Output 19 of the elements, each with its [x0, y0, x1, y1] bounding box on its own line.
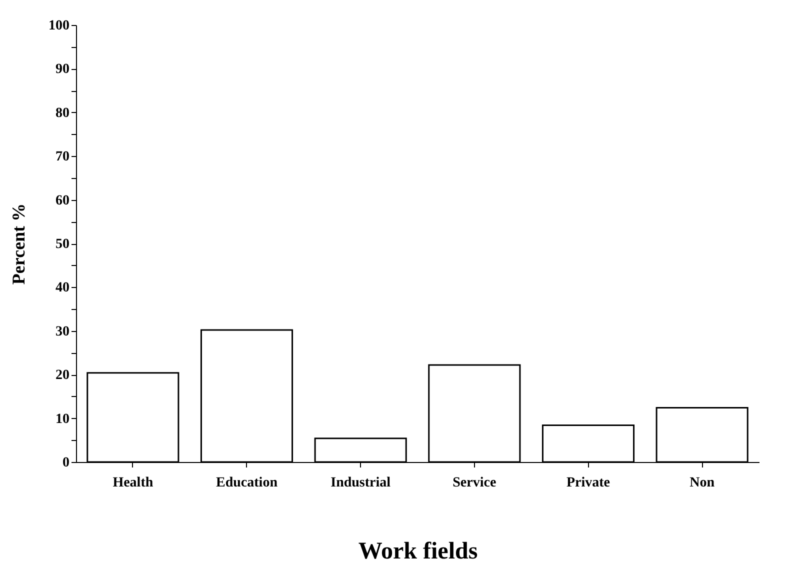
x-tick-label: Private [566, 476, 610, 490]
y-tick-label: 0 [62, 456, 70, 470]
y-tick-label: 40 [56, 280, 70, 296]
x-tick-label: Education [216, 476, 278, 490]
y-tick-label: 50 [56, 237, 70, 252]
x-tick-label: Industrial [330, 476, 391, 490]
y-tick-label: 10 [56, 412, 70, 427]
x-tick-label: Health [112, 476, 154, 490]
x-tick-label: Service [452, 476, 496, 490]
y-tick-label: 60 [56, 193, 70, 208]
y-tick-label: 100 [48, 18, 70, 34]
y-tick-label: 80 [56, 106, 70, 121]
y-axis-title: Percent % [8, 203, 28, 285]
y-tick-label: 70 [56, 150, 70, 165]
x-axis-title: Work fields [358, 538, 478, 564]
y-tick-label: 90 [56, 62, 70, 78]
x-tick-label: Non [690, 476, 715, 490]
y-tick-label: 20 [56, 368, 70, 384]
y-tick-label: 30 [56, 324, 70, 340]
